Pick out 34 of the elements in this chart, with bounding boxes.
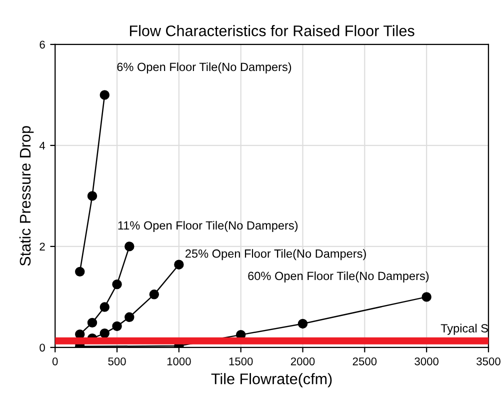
x-axis-title: Tile Flowrate(cfm) (211, 373, 332, 388)
point (75, 266, 85, 277)
point (124, 312, 134, 322)
point (422, 292, 432, 302)
x-tick-label: 2500 (352, 357, 377, 366)
x-tick-label: 0 (52, 357, 58, 366)
x-tick-label: 500 (108, 357, 126, 366)
series-label: 11% Open Floor Tile(No Dampers) (118, 220, 298, 232)
series-label: 60% Open Floor Tile(No Dampers) (248, 271, 429, 282)
x-tick-label: 3000 (414, 357, 438, 366)
x-tick-label: 1000 (167, 357, 191, 366)
point (87, 191, 98, 201)
point (149, 290, 160, 300)
point (112, 321, 122, 332)
series-label: 25% Open Floor Tile(No Dampers) (186, 249, 366, 260)
y-tick-label: 0 (40, 344, 45, 352)
point (100, 302, 110, 312)
x-tick-label: 3500 (476, 357, 500, 366)
point (100, 328, 110, 338)
point (174, 260, 184, 270)
series-label: 6% Open Floor Tile(No Dampers) (117, 62, 292, 74)
point (298, 318, 308, 329)
y-tick-label: 4 (39, 142, 46, 150)
point (112, 279, 122, 290)
point (124, 242, 134, 252)
x-tick-label: 2000 (290, 357, 315, 366)
x-tick-label: 1500 (229, 357, 253, 366)
y-tick-label: 6 (40, 40, 45, 49)
y-tick-label: 2 (40, 242, 45, 250)
point (87, 318, 98, 328)
chart-title: Flow Characteristics for Raised Floor Tiles (130, 25, 414, 36)
ref-line-label: Typical S (440, 324, 488, 335)
point (100, 90, 110, 100)
y-axis-title: Static Pressure Drop (19, 126, 34, 266)
